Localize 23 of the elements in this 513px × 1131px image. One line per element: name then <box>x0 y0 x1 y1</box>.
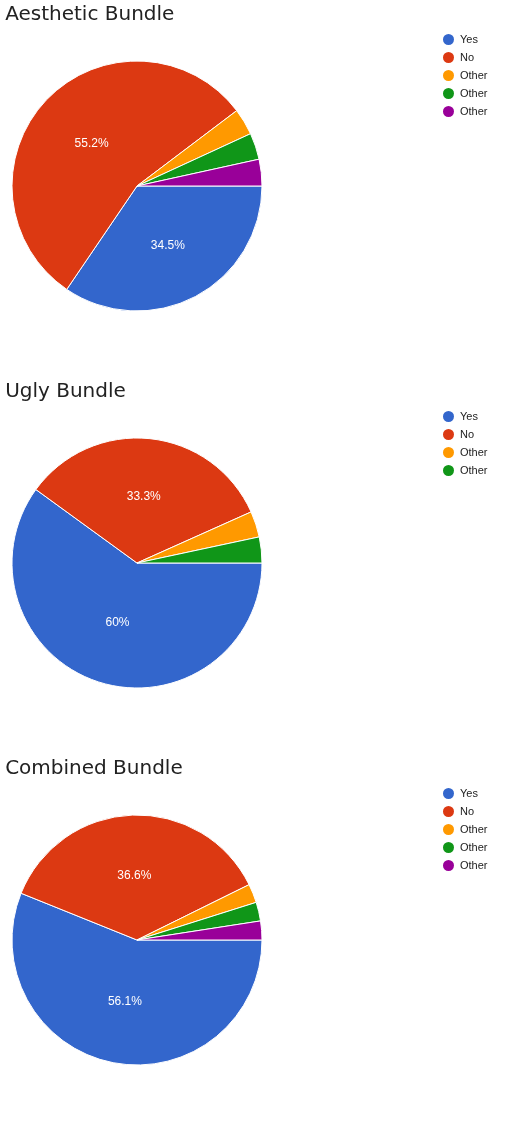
legend-label: Yes <box>460 410 478 422</box>
legend-label: No <box>460 428 475 440</box>
data-label: 36.6% <box>117 867 152 882</box>
legend-label: Other <box>460 105 488 117</box>
legend-label: Yes <box>460 33 478 45</box>
legend-label: No <box>460 805 475 817</box>
chart-title: Combined Bundle <box>5 754 183 779</box>
data-label: 55.2% <box>74 135 109 150</box>
legend-label: Other <box>460 69 488 81</box>
legend-label: Other <box>460 446 488 458</box>
data-label: 56.1% <box>107 994 143 1009</box>
data-label: 60% <box>105 615 130 630</box>
legend-label: Yes <box>460 787 478 799</box>
legend-label: No <box>460 51 475 63</box>
legend-label: Other <box>460 87 488 99</box>
chart-title: Ugly Bundle <box>5 377 126 402</box>
data-label: 34.5% <box>150 237 186 252</box>
legend-label: Other <box>460 841 488 853</box>
chart-title: Aesthetic Bundle <box>5 0 175 25</box>
legend-label: Other <box>460 464 488 476</box>
legend-label: Other <box>460 823 488 835</box>
data-label: 33.3% <box>126 489 162 504</box>
legend-label: Other <box>460 859 488 871</box>
